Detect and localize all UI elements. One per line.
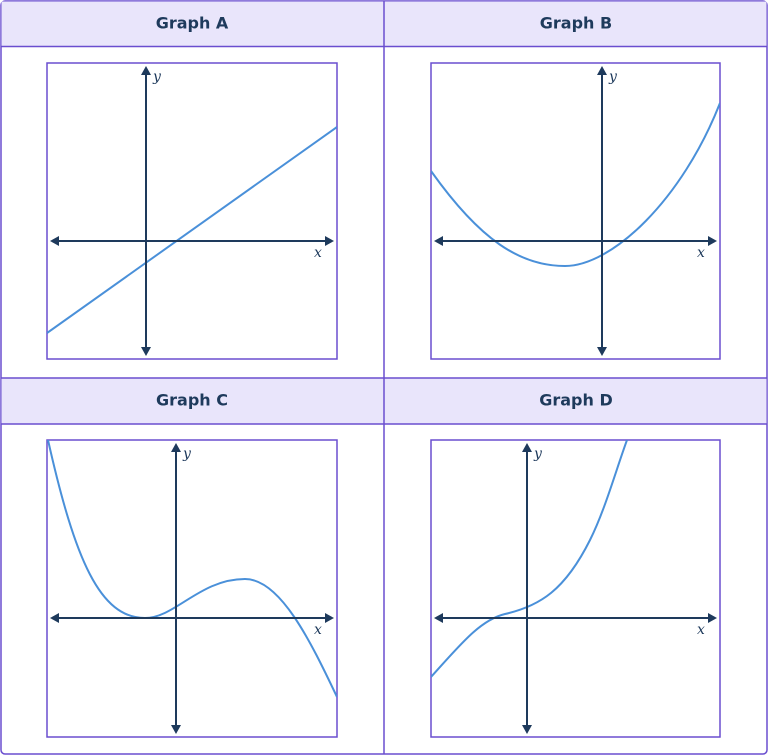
arrowhead: [597, 66, 607, 75]
curve: [431, 440, 628, 678]
panel-title: Graph B: [540, 14, 612, 33]
panel-title: Graph D: [539, 391, 613, 410]
arrowhead: [325, 236, 334, 246]
plot-frame: [430, 439, 721, 738]
arrowhead: [522, 443, 532, 452]
arrowhead: [522, 725, 532, 734]
arrowhead: [171, 725, 181, 734]
arrowhead: [325, 613, 334, 623]
y-axis-label: y: [182, 446, 192, 462]
graph-panel: Graph C x y: [46, 391, 338, 738]
panel-title: Graph C: [156, 391, 228, 410]
x-axis-label: x: [697, 245, 705, 261]
arrowhead: [708, 236, 717, 246]
graph-panel: Graph D x y: [430, 391, 721, 738]
curve: [47, 126, 337, 334]
arrowhead: [434, 236, 443, 246]
y-axis-label: y: [533, 446, 543, 462]
arrowhead: [708, 613, 717, 623]
curve: [431, 102, 720, 268]
plot-frame: [46, 439, 338, 738]
arrowhead: [171, 443, 181, 452]
arrowhead: [141, 66, 151, 75]
curve: [47, 440, 337, 698]
arrowhead: [434, 613, 443, 623]
panels: Graph A x y Graph B x y Graph C x y Graph D x y: [46, 14, 721, 738]
graph-panel: Graph B x y: [430, 14, 721, 360]
plot-frame: [430, 62, 721, 360]
arrowhead: [50, 236, 59, 246]
plot-frame: [46, 62, 338, 360]
y-axis-label: y: [152, 69, 162, 85]
arrowhead: [597, 347, 607, 356]
arrowhead: [50, 613, 59, 623]
x-axis-label: x: [314, 245, 322, 261]
y-axis-label: y: [608, 69, 618, 85]
x-axis-label: x: [314, 622, 322, 638]
arrowhead: [141, 347, 151, 356]
graph-panel: Graph A x y: [46, 14, 338, 360]
panel-title: Graph A: [156, 14, 229, 33]
x-axis-label: x: [697, 622, 705, 638]
